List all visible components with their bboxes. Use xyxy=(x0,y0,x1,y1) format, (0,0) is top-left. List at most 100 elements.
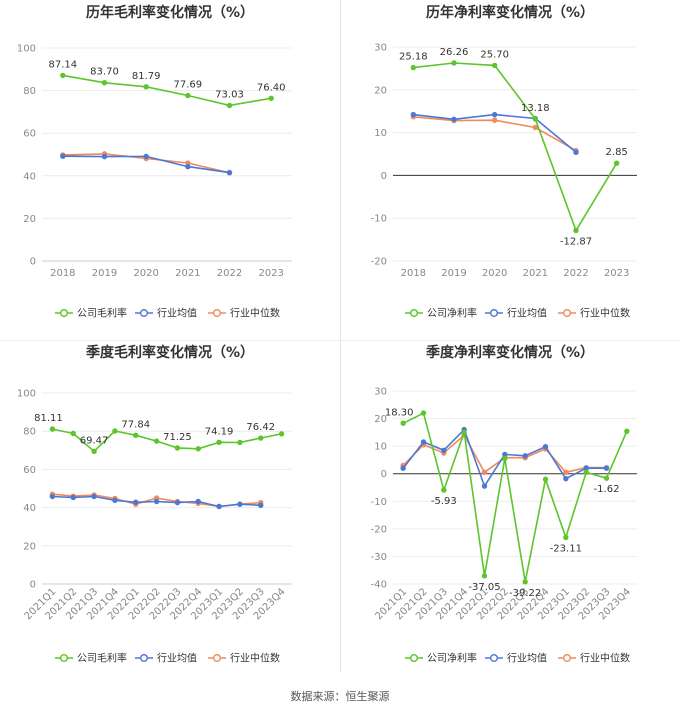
y-tick-label: 60 xyxy=(23,465,36,476)
legend-label: 公司净利率 xyxy=(427,307,477,320)
data-point-company xyxy=(195,446,201,452)
y-tick-label: 80 xyxy=(23,86,36,97)
y-tick-label: 40 xyxy=(23,171,36,182)
data-point-company xyxy=(174,445,181,451)
data-point-industry-avg xyxy=(410,111,417,118)
legend-item-industry-avg: 行业均值 xyxy=(485,307,547,320)
data-point-company xyxy=(420,410,427,416)
x-tick-label: 2023 xyxy=(604,268,629,279)
series-line-company xyxy=(52,428,282,453)
data-point-company xyxy=(603,475,610,481)
x-tick-label: 2021 xyxy=(175,268,200,279)
chart-svg: 历年净利率变化情况（%） -20 -10 0 10 20 30 2018 2019 2020 202… xyxy=(371,4,637,320)
data-point-company xyxy=(226,102,233,109)
data-point-industry-avg xyxy=(400,465,406,471)
y-tick-label: 20 xyxy=(23,541,36,552)
data-point-company xyxy=(624,428,630,434)
legend-item-industry-avg: 行业均值 xyxy=(135,652,197,665)
data-point-industry-avg xyxy=(522,453,528,459)
data-label: 26.26 xyxy=(440,47,469,58)
y-tick-label: 100 xyxy=(17,44,36,55)
data-point-industry-avg xyxy=(195,498,201,505)
data-point-company xyxy=(542,476,549,482)
y-tick-label: 0 xyxy=(30,257,36,268)
y-tick-label: 20 xyxy=(374,85,387,96)
y-tick-label: 20 xyxy=(23,214,36,225)
y-tick-label: 100 xyxy=(17,389,36,400)
legend-item-industry-avg: 行业均值 xyxy=(485,652,547,665)
legend-label: 行业均值 xyxy=(157,652,197,665)
data-point-industry-avg xyxy=(153,498,160,505)
y-tick-label: 0 xyxy=(30,580,36,591)
data-point-industry-avg xyxy=(226,169,233,176)
data-point-industry-avg xyxy=(542,443,549,450)
legend-label: 行业中位数 xyxy=(580,652,630,665)
chart-svg: 历年毛利率变化情况（%） 0 20 40 60 80 100 2018 2019 2020 2021… xyxy=(17,4,292,320)
data-label: -23.11 xyxy=(550,543,582,554)
data-label: 2.85 xyxy=(606,147,628,158)
data-label: -1.62 xyxy=(594,484,620,495)
data-point-industry-avg xyxy=(60,153,66,159)
data-label: 73.03 xyxy=(215,89,244,100)
x-tick-label: 2022 xyxy=(563,268,588,279)
x-tick-label: 2021 xyxy=(523,268,548,279)
y-tick-label: -20 xyxy=(371,524,387,535)
y-tick-label: 40 xyxy=(23,503,36,514)
data-point-industry-avg xyxy=(451,116,457,123)
data-point-company xyxy=(60,72,66,79)
data-label: 25.18 xyxy=(399,52,428,63)
x-tick-label: 2019 xyxy=(92,268,117,279)
data-point-company xyxy=(400,420,406,426)
x-tick-label: 2020 xyxy=(133,268,158,279)
y-tick-label: -10 xyxy=(371,497,387,508)
data-point-company xyxy=(563,534,569,541)
data-point-industry-avg xyxy=(174,499,181,506)
legend-item-industry-median: 行业中位数 xyxy=(558,307,630,320)
data-label: 71.25 xyxy=(163,432,192,443)
data-label: 81.11 xyxy=(34,413,63,424)
data-point-company xyxy=(153,438,160,444)
legend-marker-icon xyxy=(562,654,571,663)
legend-label: 公司毛利率 xyxy=(77,652,127,665)
data-label: -37.05 xyxy=(468,582,500,593)
series-line-company xyxy=(402,411,628,582)
data-label: 77.84 xyxy=(121,419,150,430)
data-label: 87.14 xyxy=(49,59,78,70)
chart-svg: 季度毛利率变化情况（%）0204060801002021Q12021Q22021… xyxy=(17,344,292,665)
data-label: -5.93 xyxy=(431,496,457,507)
y-tick-label: 60 xyxy=(23,129,36,140)
x-tick-label: 2018 xyxy=(50,268,75,279)
data-point-industry-avg xyxy=(563,475,569,482)
chart-panel-annual-net-margin: 历年净利率变化情况（%） -20 -10 0 10 20 30 2018 2019 2020 202… xyxy=(340,0,680,340)
data-label: 18.30 xyxy=(385,407,414,418)
panel-divider-vertical xyxy=(340,0,341,672)
y-tick-label: 30 xyxy=(374,387,387,398)
data-point-industry-avg xyxy=(91,493,97,500)
data-label: 25.70 xyxy=(480,49,509,60)
data-point-industry-avg xyxy=(441,447,447,453)
y-tick-label: 10 xyxy=(374,128,387,139)
chart-panel-quarterly-gross-margin: 季度毛利率变化情况（%） 0 20 40 60 80 100 2021Q1 2021Q2 2021… xyxy=(0,340,340,680)
legend-marker-icon xyxy=(60,654,69,663)
chart-title: 历年净利率变化情况（%） xyxy=(426,4,594,21)
data-point-company xyxy=(49,426,56,432)
x-tick-label: 2020 xyxy=(482,268,507,279)
data-point-company xyxy=(278,431,285,437)
data-point-industry-avg xyxy=(573,149,579,155)
data-source-footer: 数据来源：恒生聚源 xyxy=(290,690,390,703)
x-tick-label: 2023 xyxy=(258,268,283,279)
x-tick-label: 2022 xyxy=(217,268,242,279)
data-point-company xyxy=(441,487,447,493)
data-point-industry-avg xyxy=(603,465,610,471)
chart-title: 历年毛利率变化情况（%） xyxy=(86,4,254,21)
legend-item-industry-avg: 行业均值 xyxy=(135,307,197,320)
data-point-company xyxy=(143,84,149,90)
data-point-company xyxy=(502,455,508,462)
y-tick-label: 80 xyxy=(23,427,36,438)
data-point-company xyxy=(481,573,488,579)
data-point-industry-avg xyxy=(101,153,108,160)
legend-label: 行业中位数 xyxy=(230,652,280,665)
y-tick-label: -20 xyxy=(371,257,387,268)
data-point-industry-avg xyxy=(491,111,498,118)
legend-label: 行业中位数 xyxy=(580,307,630,320)
